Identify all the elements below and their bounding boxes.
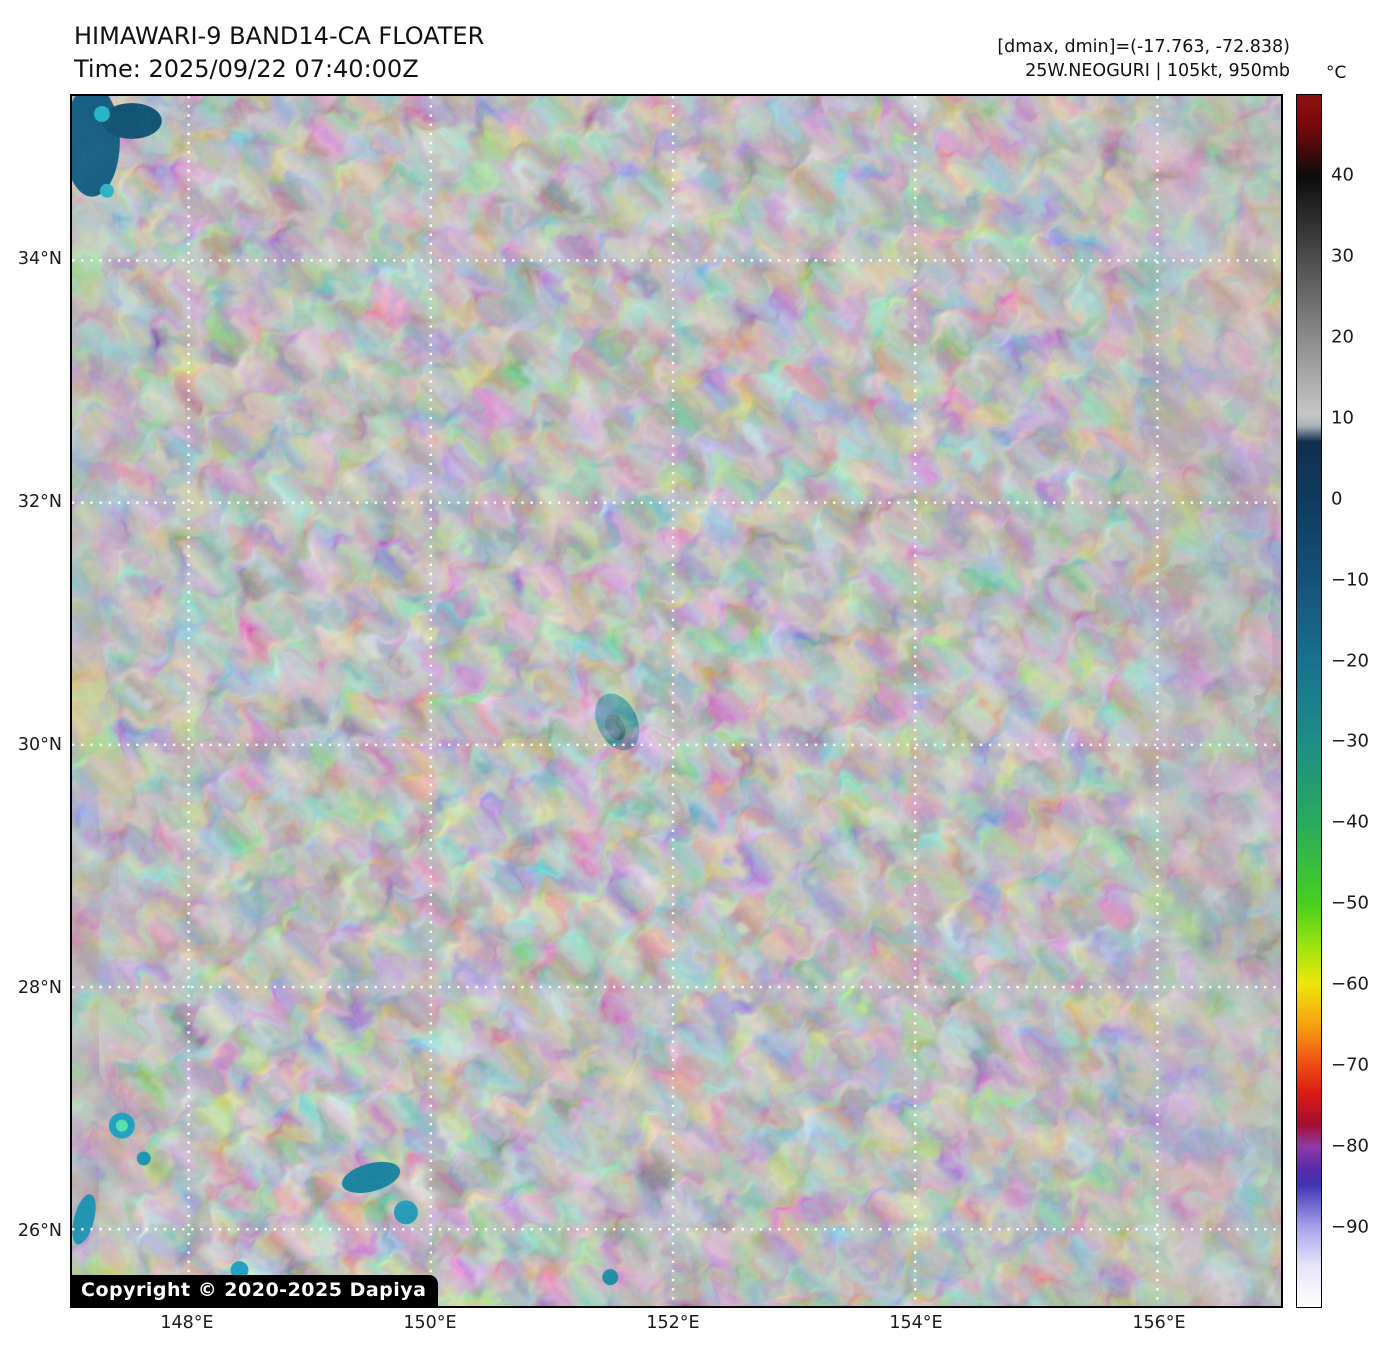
- lat-tick-26n: 26°N: [17, 1221, 62, 1241]
- colorbar-tick-0: 0: [1331, 488, 1343, 510]
- page-title: HIMAWARI-9 BAND14-CA FLOATER: [74, 22, 485, 50]
- satellite-map-canvas: Copyright © 2020-2025 Dapiya: [70, 94, 1283, 1308]
- satellite-ir-image: [72, 96, 1281, 1306]
- lat-tick-32n: 32°N: [17, 492, 62, 512]
- lon-tick-148e: 148°E: [160, 1313, 214, 1333]
- colorbar-tick-m90: −90: [1331, 1216, 1369, 1238]
- pixel-speckle-texture: [72, 96, 1281, 1306]
- lon-tick-154e: 154°E: [889, 1313, 943, 1333]
- colorbar-tick-30: 30: [1331, 245, 1354, 267]
- storm-intensity-readout: 25W.NEOGURI | 105kt, 950mb: [1025, 60, 1290, 81]
- colorbar-tick-m70: −70: [1331, 1054, 1369, 1076]
- timestamp: Time: 2025/09/22 07:40:00Z: [74, 55, 419, 83]
- colorbar-tick-m10: −10: [1331, 569, 1369, 591]
- colorbar-tick-m60: −60: [1331, 973, 1369, 995]
- dmax-dmin-readout: [dmax, dmin]=(-17.763, -72.838): [997, 37, 1290, 57]
- colorbar-tick-20: 20: [1331, 326, 1354, 348]
- copyright-badge: Copyright © 2020-2025 Dapiya: [72, 1275, 439, 1306]
- lat-tick-30n: 30°N: [17, 735, 62, 755]
- colorbar-unit-label: °C: [1326, 63, 1347, 83]
- colorbar-tick-m20: −20: [1331, 650, 1369, 672]
- colorbar-tick-m40: −40: [1331, 811, 1369, 833]
- colorbar-tick-m80: −80: [1331, 1135, 1369, 1157]
- lon-tick-156e: 156°E: [1132, 1313, 1186, 1333]
- lon-tick-150e: 150°E: [403, 1313, 457, 1333]
- title-block: HIMAWARI-9 BAND14-CA FLOATER Time: 2025/…: [74, 20, 484, 86]
- colorbar: [1296, 94, 1322, 1308]
- lon-tick-152e: 152°E: [646, 1313, 700, 1333]
- lat-tick-34n: 34°N: [17, 249, 62, 269]
- colorbar-tick-40: 40: [1331, 164, 1354, 186]
- lat-tick-28n: 28°N: [17, 978, 62, 998]
- colorbar-tick-m30: −30: [1331, 730, 1369, 752]
- colorbar-tick-10: 10: [1331, 407, 1354, 429]
- colorbar-tick-m50: −50: [1331, 892, 1369, 914]
- info-block: [dmax, dmin]=(-17.763, -72.838) 25W.NEOG…: [997, 36, 1290, 83]
